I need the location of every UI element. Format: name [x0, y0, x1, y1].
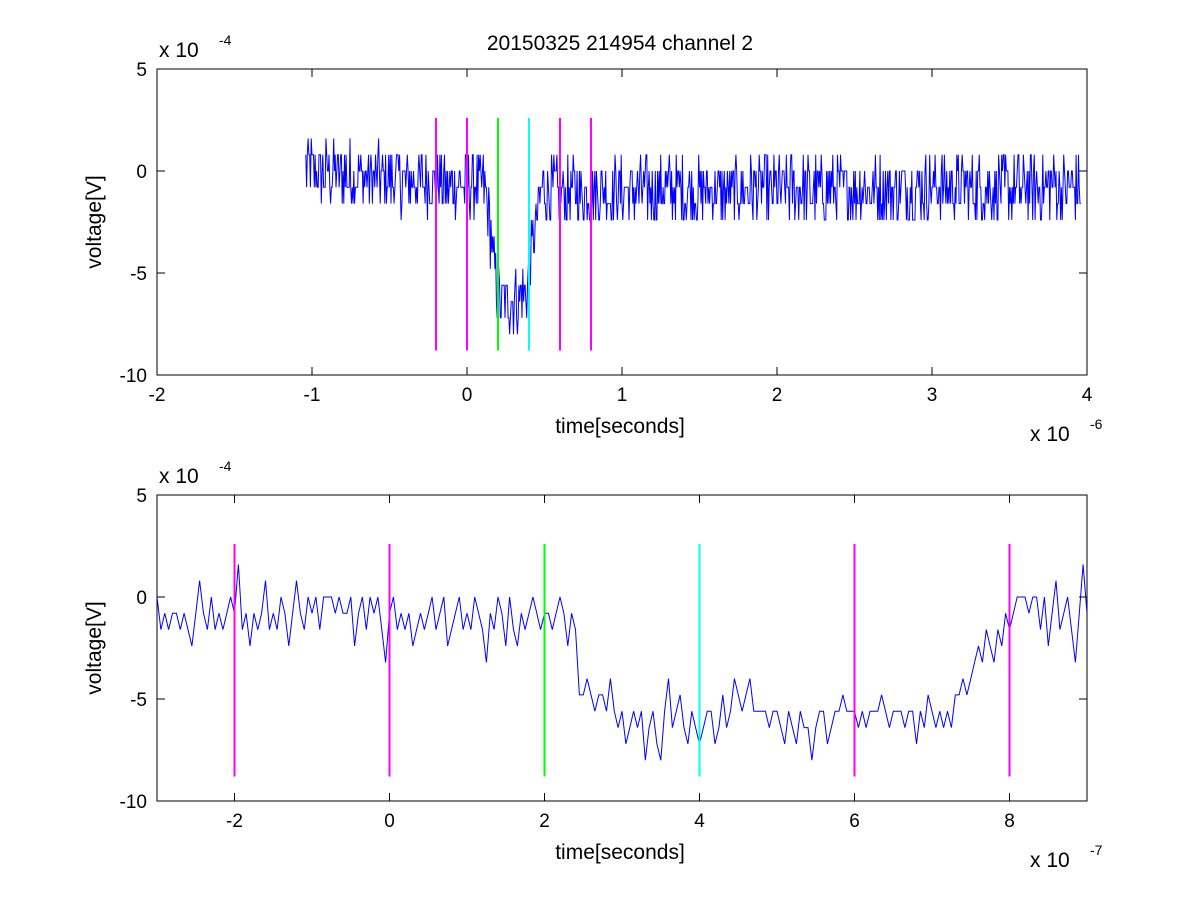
chart-title: 20150325 214954 channel 2 [487, 32, 753, 55]
x-tick-label: 3 [927, 385, 938, 406]
x-axis-label: time[seconds] [555, 415, 685, 438]
bottom-plot: -2 0 2 4 6 8 -10 -5 0 5 x 10 -4 x 10 -7 time[seconds] v… [83, 458, 1103, 872]
y-axis-label: voltage[V] [83, 601, 106, 694]
x-tick-label: 0 [384, 811, 395, 832]
y-tick-label: -5 [130, 690, 147, 711]
y-multiplier-exponent: -4 [219, 32, 232, 48]
y-axis-label: voltage[V] [83, 175, 106, 268]
y-tick-label: -10 [120, 366, 147, 387]
y-tick-label: -5 [130, 264, 147, 285]
x-tick-label: 2 [772, 385, 783, 406]
y-multiplier: x 10 [159, 39, 199, 62]
x-tick-label: -2 [226, 811, 243, 832]
x-tick-label: 8 [1004, 811, 1015, 832]
x-multiplier: x 10 [1030, 423, 1070, 446]
x-tick-label: 4 [694, 811, 705, 832]
x-tick-label: 2 [539, 811, 550, 832]
plot-frame [156, 68, 1088, 376]
y-tick-label: 5 [136, 486, 147, 507]
x-multiplier: x 10 [1030, 849, 1070, 872]
y-tick-label: -10 [120, 792, 147, 813]
plot-frame [156, 494, 1088, 802]
x-tick-label: 1 [617, 385, 628, 406]
x-tick-label: 6 [849, 811, 860, 832]
y-multiplier-exponent: -4 [219, 458, 232, 474]
x-tick-label: -2 [149, 385, 166, 406]
x-multiplier-exponent: -7 [1090, 842, 1103, 858]
x-axis-label: time[seconds] [555, 841, 685, 864]
y-tick-label: 0 [136, 162, 147, 183]
x-multiplier-exponent: -6 [1090, 416, 1103, 432]
y-multiplier: x 10 [159, 465, 199, 488]
y-tick-label: 0 [136, 588, 147, 609]
x-tick-label: 0 [462, 385, 473, 406]
x-tick-label: -1 [304, 385, 321, 406]
voltage-trace-0 [157, 564, 1087, 761]
x-tick-label: 4 [1082, 385, 1093, 406]
y-tick-label: 5 [136, 60, 147, 81]
voltage-trace-0 [305, 138, 1081, 335]
